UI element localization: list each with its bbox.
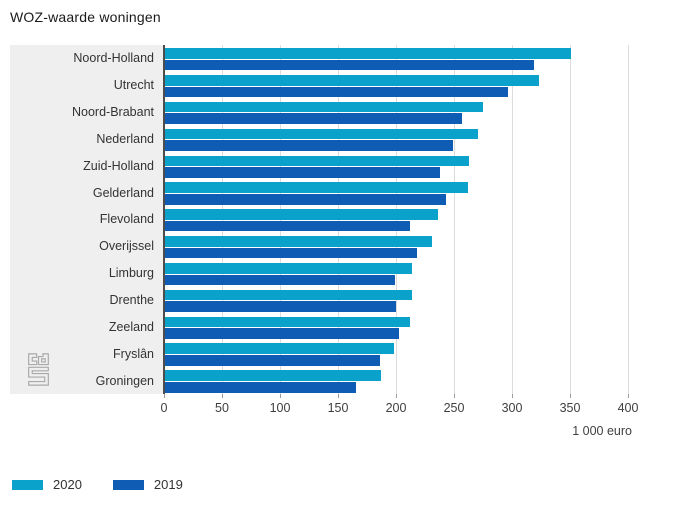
x-tick-label-150: 150: [327, 401, 349, 415]
x-tick-300: [512, 394, 513, 398]
bar-2020[interactable]: [165, 316, 410, 328]
x-tick-50: [222, 394, 223, 398]
bar-2019[interactable]: [165, 274, 395, 286]
bar-group-frysl-n: [165, 340, 661, 367]
category-label: Utrecht: [113, 78, 154, 93]
x-tick-label-250: 250: [443, 401, 465, 415]
x-tick-label-0: 0: [160, 401, 168, 415]
category-label: Fryslân: [113, 346, 154, 361]
category-label: Overijssel: [99, 239, 154, 254]
chart-body: Noord-Holland Utrecht Noord-Brabant Nederla…: [10, 45, 661, 394]
category-label: Noord-Brabant: [72, 105, 154, 120]
bar-2020[interactable]: [165, 128, 479, 140]
bar-rows: [165, 45, 661, 394]
bar-2020[interactable]: [165, 155, 469, 167]
category-label: Flevoland: [99, 212, 154, 227]
x-tick-label-100: 100: [269, 401, 291, 415]
category-label: Limburg: [108, 266, 154, 281]
legend-item-2019: 2019: [112, 477, 183, 492]
gridline-250: [454, 45, 455, 394]
x-tick-200: [396, 394, 397, 398]
bar-group-groningen: [165, 367, 661, 394]
legend: 2020 2019: [12, 477, 214, 492]
bar-group-zeeland: [165, 313, 661, 340]
bar-2020[interactable]: [165, 182, 468, 193]
category-label: Zuid-Holland: [83, 158, 154, 173]
bar-2019[interactable]: [165, 247, 417, 259]
x-tick-350: [570, 394, 571, 398]
category-label: Drenthe: [109, 293, 154, 308]
x-axis: 1 000 euro 0 50 100 150 200 250 300 350 400: [10, 394, 670, 446]
x-tick-label-400: 400: [617, 401, 639, 415]
chart-title: WOZ-waarde woningen: [10, 9, 161, 25]
category-label: Groningen: [95, 373, 154, 388]
bar-2020[interactable]: [165, 48, 571, 59]
legend-label-2020: 2020: [53, 477, 82, 492]
bar-group-zuid-holland: [165, 152, 661, 179]
bar-group-nederland: [165, 126, 661, 153]
bar-2019[interactable]: [165, 194, 446, 205]
category-label: Gelderland: [92, 185, 154, 200]
bar-group-limburg: [165, 260, 661, 287]
bar-2020[interactable]: [165, 101, 483, 113]
gridline-400: [628, 45, 629, 394]
y-axis-line: [163, 45, 165, 394]
x-tick-label-300: 300: [501, 401, 523, 415]
bar-group-gelderland: [165, 179, 661, 206]
category-label: Nederland: [96, 131, 154, 146]
x-axis-unit-label: 1 000 euro: [572, 424, 632, 438]
bar-2019[interactable]: [165, 167, 440, 178]
bar-2019[interactable]: [165, 328, 400, 339]
x-tick-250: [454, 394, 455, 398]
x-tick-400: [628, 394, 629, 398]
legend-label-2019: 2019: [153, 477, 183, 492]
bar-2019[interactable]: [165, 301, 396, 312]
cbs-logo: [28, 353, 49, 386]
bar-2019[interactable]: [165, 140, 453, 151]
legend-swatch-2020: [12, 479, 43, 490]
bar-group-overijssel: [165, 233, 661, 260]
bar-2020[interactable]: [165, 236, 432, 247]
gridline-350: [570, 45, 571, 394]
bar-group-noord-brabant: [165, 99, 661, 126]
bar-2020[interactable]: [165, 209, 438, 220]
bar-2020[interactable]: [165, 343, 394, 355]
category-label-panel: Noord-Holland Utrecht Noord-Brabant Nederla…: [10, 45, 163, 394]
legend-swatch-2019: [112, 479, 144, 490]
bar-group-noord-holland: [165, 45, 661, 72]
bar-2019[interactable]: [165, 113, 462, 125]
gridline-300: [512, 45, 513, 394]
bar-group-drenthe: [165, 287, 661, 314]
bar-2020[interactable]: [165, 262, 413, 274]
bar-2019[interactable]: [165, 59, 534, 71]
x-tick-label-50: 50: [215, 401, 229, 415]
category-label: Zeeland: [108, 319, 154, 334]
bar-2020[interactable]: [165, 370, 381, 381]
x-tick-100: [280, 394, 281, 398]
category-labels: Noord-Holland Utrecht Noord-Brabant Nederla…: [10, 45, 163, 394]
x-tick-150: [338, 394, 339, 398]
plot-area: [10, 45, 661, 394]
legend-item-2020: 2020: [12, 477, 82, 492]
bar-2020[interactable]: [165, 75, 539, 86]
x-tick-0: [164, 394, 165, 398]
bar-2019[interactable]: [165, 220, 410, 232]
x-tick-label-200: 200: [385, 401, 407, 415]
bar-group-flevoland: [165, 206, 661, 233]
x-tick-label-350: 350: [559, 401, 581, 415]
bar-2019[interactable]: [165, 86, 509, 98]
bar-2019[interactable]: [165, 355, 380, 366]
bar-2020[interactable]: [165, 289, 413, 301]
bar-group-utrecht: [165, 72, 661, 99]
category-label: Noord-Holland: [73, 51, 154, 66]
bar-2019[interactable]: [165, 381, 357, 393]
